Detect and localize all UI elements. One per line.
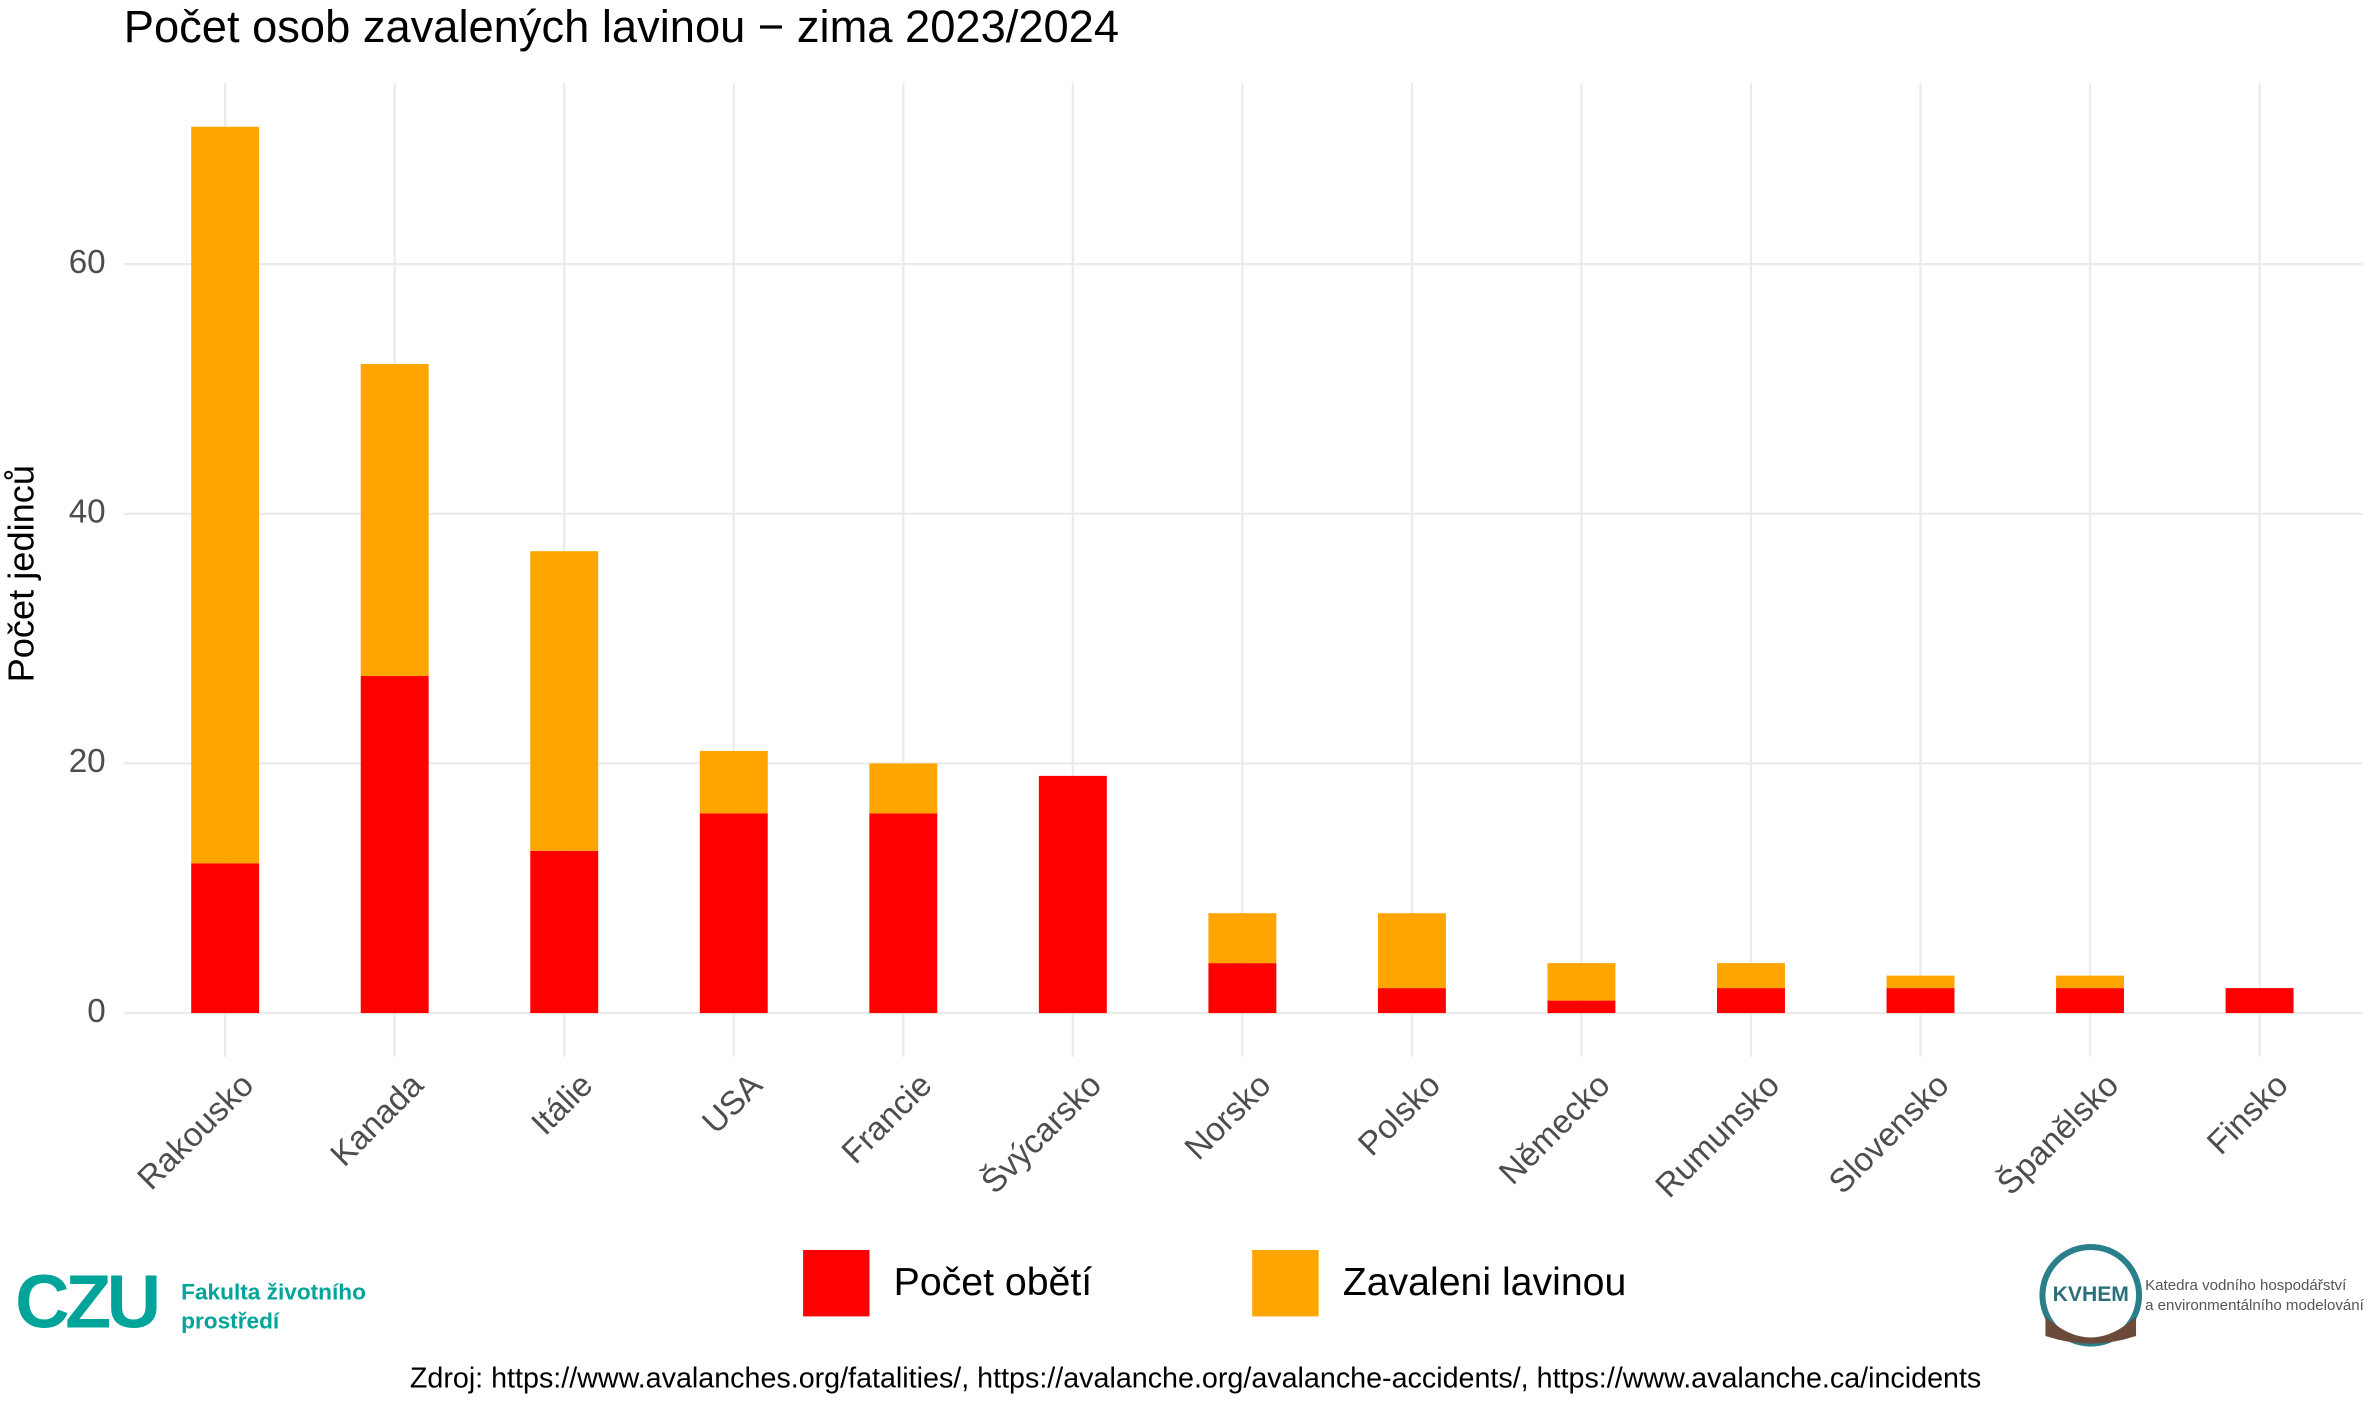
x-tick-label: Španělsko	[1990, 1066, 2127, 1203]
legend-swatch	[803, 1249, 870, 1317]
logo-text: Katedra vodního hospodářství	[2145, 1277, 2347, 1294]
bar-segment	[1886, 975, 1955, 989]
x-tick-label: Francie	[835, 1067, 939, 1171]
chart-title: Počet osob zavalených lavinou − zima 202…	[124, 1, 1119, 52]
left-logo: CZU Fakulta životního prostředí	[15, 1259, 366, 1343]
bar-segment	[1886, 988, 1955, 1014]
x-tick-label: Německo	[1492, 1067, 1617, 1192]
logo-mark: KVHEM	[2053, 1283, 2129, 1306]
x-tick-label: Slovensko	[1822, 1067, 1956, 1201]
y-tick-label: 0	[87, 993, 105, 1030]
x-tick-label: Rumunsko	[1649, 1067, 1787, 1205]
logo-mark: CZU	[15, 1259, 157, 1343]
x-tick-label: Rakousko	[131, 1067, 262, 1198]
bar-segment	[191, 863, 260, 1014]
logo-text: Fakulta životního	[181, 1280, 366, 1305]
logo-text: prostředí	[181, 1308, 280, 1333]
bar-segment	[1038, 775, 1107, 1014]
bar-segment	[1547, 963, 1616, 1001]
logo-ground	[2045, 1316, 2137, 1344]
x-tick-label: Švýcarsko	[974, 1066, 1109, 1201]
y-axis-label: Počet jedinců	[1, 465, 42, 682]
x-tick-label: Polsko	[1351, 1067, 1448, 1164]
right-logo: KVHEM Katedra vodního hospodářství a env…	[2039, 1243, 2365, 1347]
bar-segment	[1377, 988, 1446, 1014]
bar-segment	[1208, 963, 1277, 1014]
y-tick-label: 20	[69, 743, 106, 780]
bar-segment	[1208, 913, 1277, 964]
legend-swatch	[1252, 1249, 1319, 1317]
y-tick-label: 60	[69, 244, 106, 281]
bar-segment	[2056, 975, 2125, 989]
bar-segment	[530, 850, 599, 1014]
bar-segment	[869, 813, 938, 1014]
x-tick-label: Norsko	[1178, 1067, 1279, 1168]
bar-segment	[191, 126, 260, 864]
x-tick-label: Finsko	[2200, 1067, 2295, 1162]
grid	[123, 83, 2363, 1057]
logo-text: a environmentálního modelování	[2145, 1297, 2365, 1314]
y-tick-label: 40	[69, 494, 106, 531]
bar-segment	[699, 750, 768, 814]
bar-segment	[530, 551, 599, 851]
bar-segment	[699, 813, 768, 1014]
bar-segment	[2056, 988, 2125, 1014]
legend-label: Počet obětí	[894, 1260, 1093, 1304]
bar-segment	[869, 763, 938, 814]
x-tick-label: Itálie	[524, 1067, 600, 1143]
bar-segment	[360, 363, 429, 677]
bar-segment	[1547, 1000, 1616, 1014]
x-tick-label: USA	[695, 1066, 770, 1141]
bar-segment	[1717, 988, 1785, 1014]
source-note: Zdroj: https://www.avalanches.org/fatali…	[410, 1362, 1981, 1394]
legend-label: Zavaleni lavinou	[1343, 1260, 1627, 1304]
bar-segment	[2225, 988, 2294, 1014]
bar-segment	[1717, 963, 1785, 989]
bar-segment	[1377, 913, 1446, 989]
bar-segment	[360, 676, 429, 1014]
x-tick-label: Kanada	[324, 1066, 431, 1173]
